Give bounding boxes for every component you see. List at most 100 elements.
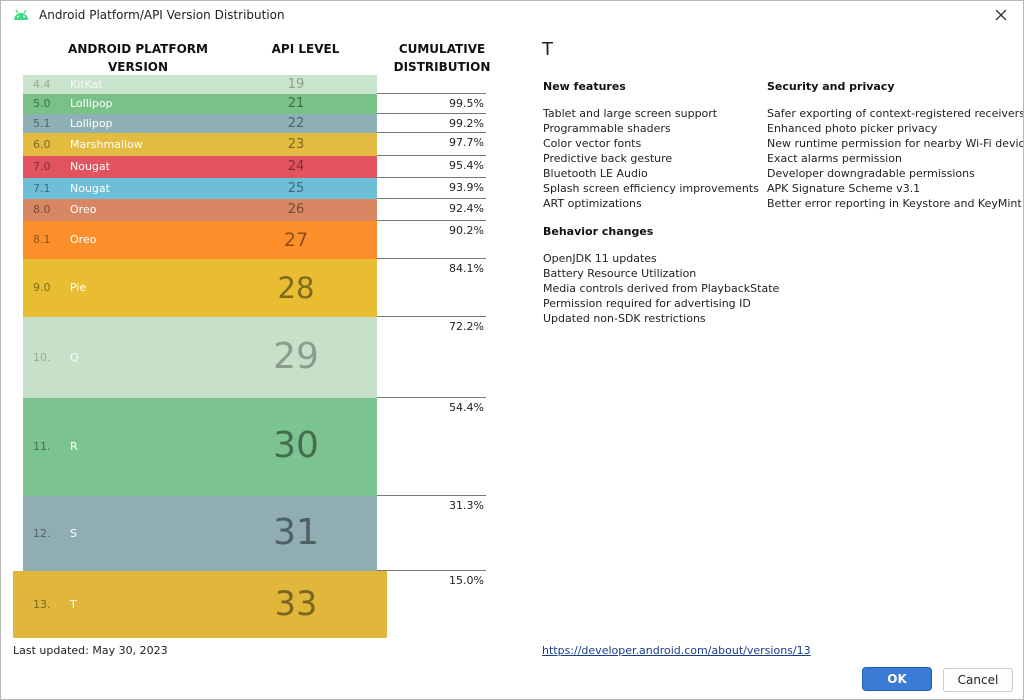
- cumulative: 93.9%: [449, 181, 484, 194]
- link[interactable]: https://developer.android.com/about/vers…: [542, 644, 811, 657]
- version: 9.0: [33, 281, 51, 294]
- cumulative: 31.3%: [449, 499, 484, 512]
- codename: Nougat: [70, 160, 110, 173]
- version-row: 9.0 Pie 28: [23, 259, 377, 317]
- api-level: 24: [287, 159, 305, 175]
- api-level: 26: [287, 202, 305, 218]
- codename: Pie: [70, 281, 87, 294]
- cumulative-line: 31.3%: [377, 495, 486, 512]
- version: 11.: [33, 440, 51, 453]
- ok-button[interactable]: OK: [863, 668, 931, 690]
- cumulative-line: 99.5%: [377, 93, 486, 110]
- section-item: New runtime permission for nearby Wi-Fi …: [767, 137, 1024, 150]
- section-item: Safer exporting of context-registered re…: [767, 107, 1024, 120]
- column-header: API LEVEL: [271, 42, 340, 56]
- column-header: ANDROID PLATFORM VERSION: [68, 42, 208, 74]
- cumulative: 84.1%: [449, 262, 484, 275]
- cumulative: 54.4%: [449, 401, 484, 414]
- version-row: 6.0 Marshmallow 23: [23, 133, 377, 156]
- codename: T: [70, 597, 77, 611]
- api-level: 19: [287, 76, 305, 92]
- codename: Marshmallow: [70, 137, 143, 151]
- cumulative-line: 84.1%: [377, 258, 486, 275]
- version: 8.0: [33, 203, 51, 216]
- version-row: 4.4 KitKat 19: [23, 75, 377, 94]
- codename: Lollipop: [70, 97, 113, 110]
- api-level: 21: [287, 96, 305, 112]
- section-item: Developer downgradable permissions: [767, 167, 975, 180]
- section-heading: Behavior changes: [543, 225, 654, 238]
- cumulative-line: 97.7%: [377, 132, 486, 149]
- version: 13.: [33, 597, 51, 611]
- section-item: APK Signature Scheme v3.1: [767, 182, 921, 195]
- api-level: 23: [287, 136, 305, 152]
- version-row: 7.1 Nougat 25: [23, 178, 377, 199]
- version-row: 12. S 31: [23, 496, 377, 571]
- section-item: Better error reporting in Keystore and K…: [767, 197, 1022, 210]
- section-item: Predictive back gesture: [543, 152, 673, 165]
- last-updated: Last updated: May 30, 2023: [13, 644, 168, 657]
- version-row: 5.0 Lollipop 21: [23, 94, 377, 114]
- window-title: Android Platform/API Version Distributio…: [39, 8, 285, 22]
- version: 10.: [33, 350, 51, 364]
- cumulative: 92.4%: [449, 202, 484, 215]
- cumulative-line: 99.2%: [377, 113, 486, 130]
- section-item: Tablet and large screen support: [543, 107, 718, 120]
- cumulative-line: 95.4%: [377, 155, 486, 172]
- android-icon: [14, 9, 28, 20]
- section-item: Battery Resource Utilization: [543, 267, 697, 280]
- cumulative: 97.7%: [449, 136, 484, 149]
- codename: Nougat: [70, 181, 110, 195]
- close-button[interactable]: [995, 9, 1007, 21]
- section-item: Programmable shaders: [543, 122, 671, 135]
- api-level: 22: [287, 115, 305, 131]
- codename: KitKat: [70, 77, 103, 91]
- version: 5.0: [33, 97, 51, 110]
- section-item: Updated non-SDK restrictions: [543, 312, 706, 325]
- version: 6.0: [33, 137, 51, 151]
- cumulative: 99.5%: [449, 97, 484, 110]
- api-level: 27: [283, 228, 309, 251]
- codename: Oreo: [70, 203, 97, 216]
- cumulative: 99.2%: [449, 117, 484, 130]
- section-item: Color vector fonts: [543, 137, 642, 150]
- version: 7.0: [33, 160, 51, 173]
- cumulative-line: 54.4%: [377, 397, 486, 414]
- section-item: Splash screen efficiency improvements: [543, 182, 759, 195]
- version-row: 8.1 Oreo 27: [23, 221, 377, 259]
- section-item: OpenJDK 11 updates: [543, 252, 657, 265]
- column-header: CUMULATIVE DISTRIBUTION: [393, 42, 491, 74]
- cumulative: 72.2%: [449, 320, 484, 333]
- section-item: Exact alarms permission: [767, 152, 902, 165]
- version: 8.1: [33, 233, 51, 246]
- api-level: 25: [287, 180, 305, 196]
- codename: Oreo: [70, 233, 97, 246]
- cumulative-line: 93.9%: [377, 177, 486, 194]
- cancel-button[interactable]: Cancel: [943, 668, 1013, 692]
- section-item: ART optimizations: [543, 197, 642, 210]
- api-level: 31: [273, 511, 319, 553]
- section-item: Enhanced photo picker privacy: [767, 122, 938, 135]
- version-row: 8.0 Oreo 26: [23, 199, 377, 221]
- codename: Lollipop: [70, 116, 113, 130]
- version-row: 13. T 33: [13, 571, 387, 638]
- codename: R: [70, 440, 78, 453]
- cumulative-line: 92.4%: [377, 198, 486, 215]
- cumulative-line: 72.2%: [377, 316, 486, 333]
- section-heading: Security and privacy: [767, 80, 895, 93]
- version: 4.4: [33, 77, 51, 91]
- cumulative: 15.0%: [449, 574, 484, 587]
- cumulative-line: 15.0%: [377, 570, 486, 587]
- details-title: T: [542, 39, 553, 60]
- version-row: 7.0 Nougat 24: [23, 156, 377, 178]
- cumulative: 95.4%: [449, 159, 484, 172]
- section-item: Media controls derived from PlaybackStat…: [543, 282, 780, 295]
- cumulative: 90.2%: [449, 224, 484, 237]
- section-heading: New features: [543, 80, 626, 93]
- codename: S: [70, 526, 77, 540]
- version: 7.1: [33, 181, 51, 195]
- api-level: 29: [273, 335, 319, 377]
- version-row: 5.1 Lollipop 22: [23, 114, 377, 133]
- section-item: Permission required for advertising ID: [543, 297, 751, 310]
